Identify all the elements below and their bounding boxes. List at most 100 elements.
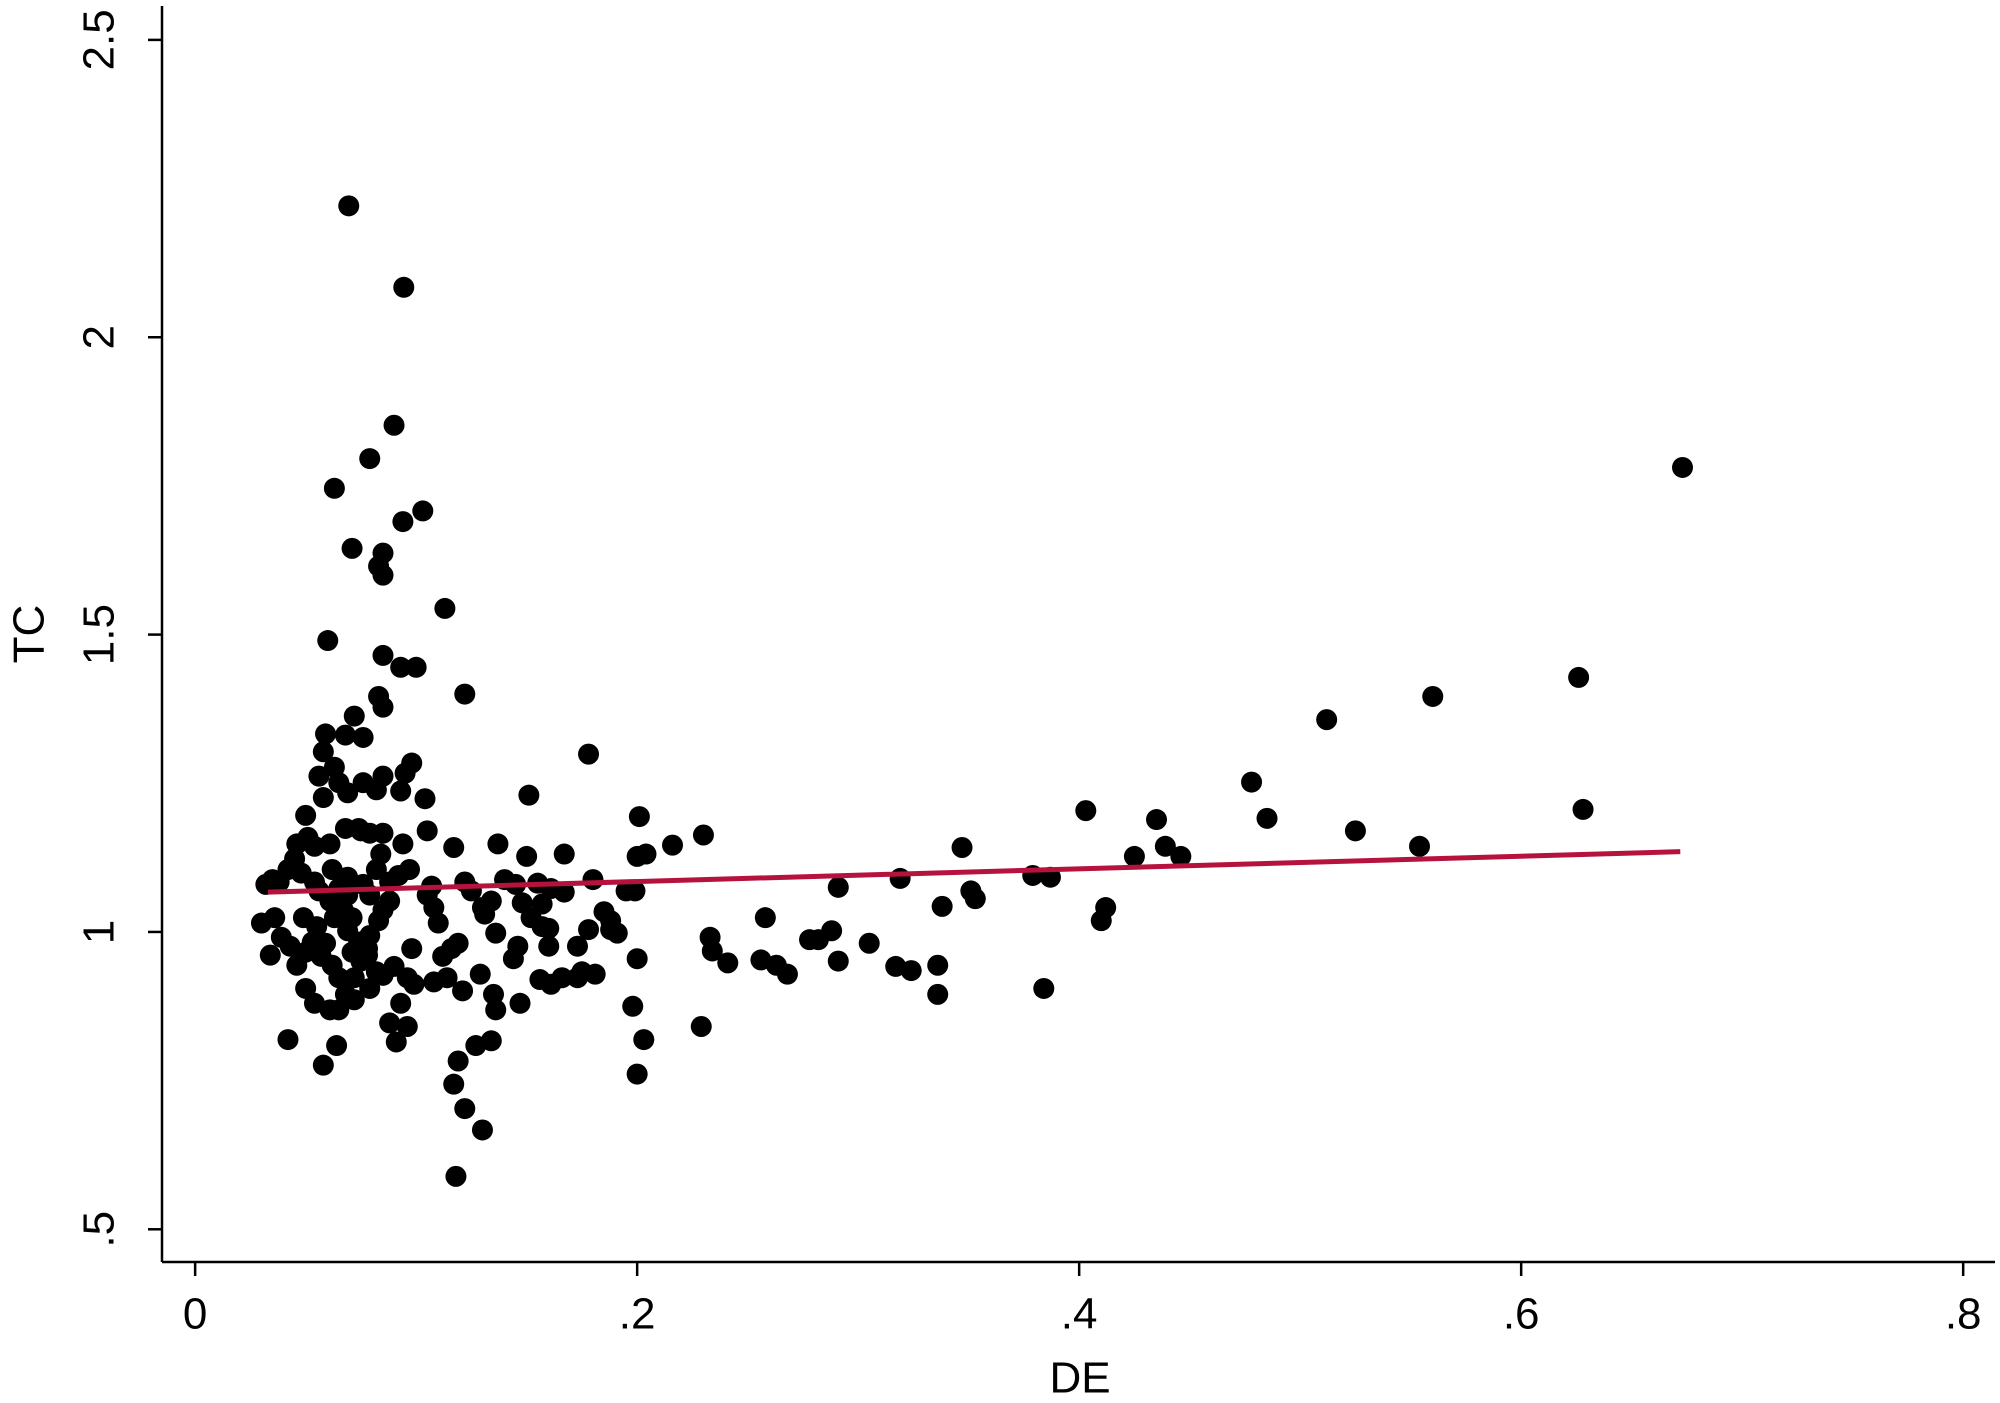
point — [315, 723, 337, 745]
point — [927, 983, 949, 1005]
point — [445, 1165, 467, 1187]
point — [396, 1016, 418, 1037]
point — [443, 836, 465, 858]
point — [531, 916, 553, 938]
point — [312, 787, 334, 809]
point — [447, 1050, 469, 1072]
point — [516, 845, 538, 867]
point — [393, 276, 415, 298]
point — [326, 1035, 348, 1057]
point — [502, 948, 524, 970]
point — [454, 683, 476, 705]
point — [312, 741, 334, 763]
point — [1422, 685, 1444, 707]
point — [931, 895, 953, 917]
point — [509, 992, 531, 1014]
point — [628, 806, 650, 828]
point — [365, 779, 387, 801]
point — [434, 597, 456, 619]
point — [1572, 798, 1594, 820]
point — [1146, 809, 1168, 831]
point — [858, 932, 880, 954]
point — [303, 871, 325, 893]
point — [776, 963, 798, 985]
x-axis-label: DE — [1049, 1354, 1110, 1403]
point — [308, 765, 330, 787]
point — [317, 630, 339, 652]
point — [483, 983, 505, 1005]
point — [701, 940, 723, 962]
point — [372, 564, 394, 586]
point — [626, 948, 648, 970]
point — [390, 992, 412, 1014]
point — [399, 859, 421, 880]
point — [328, 967, 350, 989]
point — [390, 780, 412, 802]
point — [405, 656, 427, 678]
point — [622, 995, 644, 1017]
point — [319, 833, 341, 855]
point — [578, 743, 600, 765]
point — [303, 835, 325, 857]
point — [566, 935, 588, 957]
point — [352, 726, 374, 748]
point — [401, 938, 423, 960]
point — [889, 867, 911, 889]
point — [754, 907, 776, 929]
point — [338, 195, 360, 217]
point — [392, 833, 414, 855]
point — [295, 804, 317, 826]
point — [365, 859, 387, 880]
point — [827, 950, 849, 972]
point — [414, 788, 436, 810]
point — [372, 696, 394, 718]
point — [1316, 709, 1338, 731]
point — [359, 977, 381, 999]
point — [485, 999, 507, 1021]
point — [423, 971, 445, 993]
point — [1170, 845, 1192, 867]
point — [469, 963, 491, 985]
point — [343, 967, 365, 989]
point — [827, 876, 849, 898]
point — [337, 782, 359, 804]
point — [259, 944, 281, 966]
point — [927, 954, 949, 976]
point — [379, 890, 401, 912]
point — [412, 500, 434, 522]
point — [277, 1029, 299, 1051]
point — [348, 817, 370, 839]
point — [315, 932, 337, 954]
point — [306, 916, 328, 938]
point — [566, 967, 588, 989]
point — [334, 724, 356, 746]
point — [692, 824, 714, 846]
x-tick-label: .2 — [619, 1290, 656, 1339]
point — [900, 960, 922, 982]
point — [268, 871, 290, 893]
point — [633, 1029, 655, 1051]
point — [1154, 835, 1176, 857]
point — [538, 935, 560, 957]
point — [385, 1031, 407, 1053]
point — [390, 656, 412, 678]
point — [964, 888, 986, 910]
point — [807, 929, 829, 951]
y-tick-label: .5 — [75, 1211, 124, 1248]
y-tick-label: 2.5 — [75, 9, 124, 70]
x-tick-label: .6 — [1503, 1290, 1540, 1339]
y-axis-label: TC — [5, 605, 54, 664]
point — [365, 961, 387, 983]
point — [394, 762, 416, 784]
y-tick-label: 2 — [75, 325, 124, 349]
point — [471, 1119, 493, 1141]
point — [312, 1054, 334, 1076]
point — [452, 980, 474, 1002]
point — [1256, 807, 1278, 829]
x-tick-label: .8 — [1945, 1290, 1982, 1339]
point — [1344, 820, 1366, 842]
point — [600, 910, 622, 932]
point — [383, 414, 405, 436]
point — [553, 843, 575, 865]
